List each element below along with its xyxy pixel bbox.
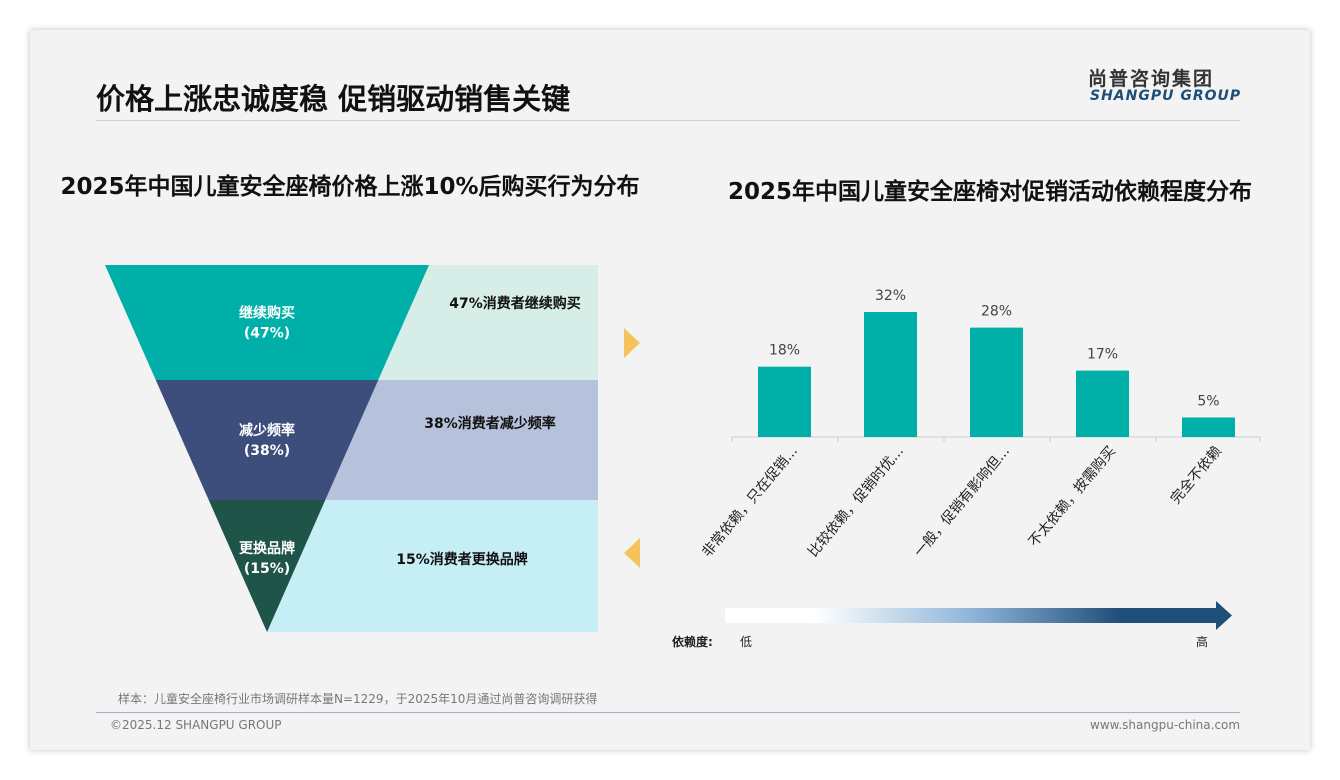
- funnel-description: 15%消费者更换品牌: [396, 551, 528, 568]
- sample-note: 样本：儿童安全座椅行业市场调研样本量N=1229，于2025年10月通过尚普咨询…: [118, 692, 598, 706]
- bar: [864, 312, 917, 437]
- copyright: ©2025.12 SHANGPU GROUP: [110, 718, 282, 732]
- dependency-gradient-bar: [725, 608, 1220, 623]
- x-tick-label: 不太依赖，按需购买: [1026, 443, 1119, 550]
- funnel-label: 减少频率: [239, 422, 295, 439]
- arrow-right-icon: [624, 328, 640, 358]
- page-title: 价格上涨忠诚度稳 促销驱动销售关键: [96, 82, 571, 116]
- bar-value-label: 5%: [1197, 393, 1219, 409]
- scale-label: 依赖度:: [672, 634, 713, 649]
- bar: [970, 327, 1023, 437]
- divider: [96, 120, 1240, 121]
- x-tick-label: 一般，促销有影响但...: [911, 443, 1013, 560]
- funnel-description: 47%消费者继续购买: [449, 295, 581, 312]
- funnel-value: (47%): [244, 326, 290, 342]
- bar-value-label: 28%: [981, 304, 1012, 320]
- bar-value-label: 18%: [769, 343, 800, 359]
- logo-en: SHANGPU GROUP: [1090, 88, 1242, 104]
- funnel-label: 继续购买: [239, 305, 295, 322]
- x-tick-label: 比较依赖，促销时优...: [805, 443, 907, 560]
- funnel-segment: [208, 500, 326, 632]
- bar-value-label: 32%: [875, 288, 906, 304]
- x-tick-label: 完全不依赖: [1167, 443, 1225, 508]
- funnel-title: 2025年中国儿童安全座椅价格上涨10%后购买行为分布: [60, 174, 640, 200]
- arrow-head-icon: [1216, 601, 1232, 630]
- bar: [1182, 417, 1235, 437]
- funnel-panel: [267, 500, 598, 632]
- funnel-label: 更换品牌: [239, 540, 295, 557]
- funnel-value: (38%): [244, 443, 290, 459]
- funnel-value: (15%): [244, 561, 290, 577]
- funnel-segment: [105, 265, 429, 380]
- bar-value-label: 17%: [1087, 347, 1118, 363]
- arrow-left-icon: [624, 538, 640, 568]
- website: www.shangpu-china.com: [1090, 718, 1241, 732]
- x-tick-label: 非常依赖，只在促销...: [699, 443, 801, 560]
- funnel-description: 38%消费者减少频率: [424, 415, 556, 432]
- bar: [758, 366, 811, 437]
- funnel-segment: [155, 380, 379, 500]
- bar-title: 2025年中国儿童安全座椅对促销活动依赖程度分布: [727, 179, 1252, 205]
- logo-cn: 尚普咨询集团: [1088, 68, 1215, 90]
- scale-high: 高: [1196, 634, 1208, 649]
- bar: [1076, 370, 1129, 437]
- footer-divider: [96, 712, 1240, 713]
- scale-low: 低: [740, 635, 752, 649]
